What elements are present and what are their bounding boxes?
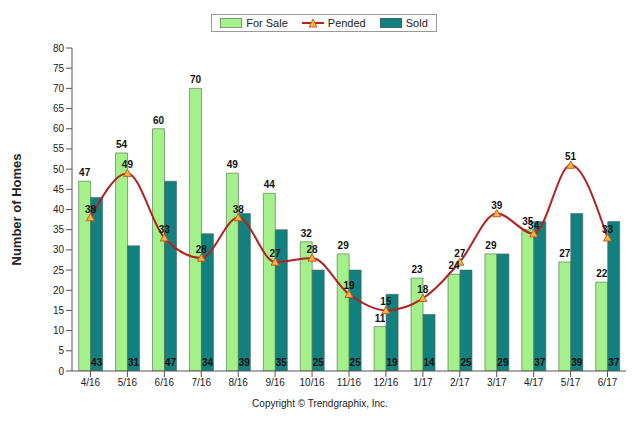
svg-text:27: 27 (559, 248, 571, 259)
svg-text:23: 23 (411, 264, 423, 275)
svg-text:8/16: 8/16 (228, 377, 248, 388)
svg-text:65: 65 (53, 103, 65, 114)
svg-text:45: 45 (53, 184, 65, 195)
svg-text:55: 55 (53, 143, 65, 154)
svg-text:47: 47 (79, 167, 91, 178)
html-text:For Sale: For Sale (246, 17, 288, 29)
svg-text:25: 25 (350, 357, 362, 368)
svg-text:28: 28 (196, 244, 208, 255)
svg-text:60: 60 (153, 115, 165, 126)
svg-text:33: 33 (602, 224, 614, 235)
svg-text:25: 25 (313, 357, 325, 368)
svg-text:38: 38 (85, 204, 97, 215)
svg-text:54: 54 (116, 139, 128, 150)
svg-text:43: 43 (91, 357, 103, 368)
svg-text:9/16: 9/16 (265, 377, 285, 388)
svg-text:10/16: 10/16 (300, 377, 325, 388)
svg-text:22: 22 (596, 268, 608, 279)
svg-text:5: 5 (58, 345, 64, 356)
svg-text:5/16: 5/16 (118, 377, 138, 388)
svg-text:39: 39 (239, 357, 251, 368)
svg-text:34: 34 (528, 220, 540, 231)
html-text:Copyright © Trendgraphix, Inc.: Copyright © Trendgraphix, Inc. (252, 398, 388, 409)
svg-text:37: 37 (534, 357, 546, 368)
svg-text:38: 38 (233, 204, 245, 215)
svg-text:5/17: 5/17 (561, 377, 581, 388)
svg-text:25: 25 (460, 357, 472, 368)
svg-text:28: 28 (307, 244, 319, 255)
svg-text:4/16: 4/16 (81, 377, 101, 388)
svg-text:29: 29 (338, 240, 350, 251)
svg-text:6/16: 6/16 (155, 377, 175, 388)
svg-text:75: 75 (53, 63, 65, 74)
svg-text:30: 30 (53, 244, 65, 255)
svg-text:15: 15 (380, 296, 392, 307)
svg-text:39: 39 (571, 357, 583, 368)
svg-text:1/17: 1/17 (413, 377, 433, 388)
svg-text:11: 11 (375, 313, 386, 324)
svg-text:27: 27 (454, 248, 466, 259)
svg-text:Number of Homes: Number of Homes (9, 154, 24, 266)
svg-text:80: 80 (53, 43, 65, 54)
svg-text:47: 47 (165, 357, 177, 368)
svg-text:37: 37 (608, 357, 620, 368)
svg-text:19: 19 (387, 357, 399, 368)
svg-text:70: 70 (190, 74, 202, 85)
svg-text:6/17: 6/17 (598, 377, 618, 388)
svg-text:12/16: 12/16 (373, 377, 398, 388)
svg-text:4/17: 4/17 (524, 377, 544, 388)
svg-text:40: 40 (53, 204, 65, 215)
svg-text:31: 31 (128, 357, 140, 368)
svg-text:33: 33 (159, 224, 171, 235)
svg-text:25: 25 (53, 265, 65, 276)
svg-text:7/16: 7/16 (192, 377, 212, 388)
svg-text:32: 32 (301, 228, 313, 239)
svg-text:29: 29 (497, 357, 509, 368)
svg-text:51: 51 (565, 151, 577, 162)
svg-text:10: 10 (53, 325, 65, 336)
svg-text:49: 49 (227, 159, 239, 170)
svg-text:44: 44 (264, 179, 276, 190)
svg-text:19: 19 (343, 280, 355, 291)
svg-text:60: 60 (53, 123, 65, 134)
svg-text:18: 18 (417, 284, 429, 295)
svg-text:15: 15 (53, 305, 65, 316)
svg-text:3/17: 3/17 (487, 377, 507, 388)
svg-text:70: 70 (53, 83, 65, 94)
svg-text:11/16: 11/16 (337, 377, 362, 388)
svg-text:35: 35 (276, 357, 288, 368)
svg-text:14: 14 (423, 357, 435, 368)
svg-text:39: 39 (491, 200, 503, 211)
svg-text:35: 35 (53, 224, 65, 235)
html-text:Sold: Sold (405, 17, 428, 29)
svg-text:29: 29 (485, 240, 497, 251)
svg-text:24: 24 (448, 260, 460, 271)
svg-text:27: 27 (270, 248, 282, 259)
svg-text:0: 0 (58, 366, 64, 377)
svg-text:50: 50 (53, 164, 65, 175)
svg-text:2/17: 2/17 (450, 377, 470, 388)
svg-text:34: 34 (202, 357, 214, 368)
svg-text:49: 49 (122, 159, 134, 170)
html-text:Pended: Pended (327, 17, 366, 29)
svg-text:20: 20 (53, 285, 65, 296)
